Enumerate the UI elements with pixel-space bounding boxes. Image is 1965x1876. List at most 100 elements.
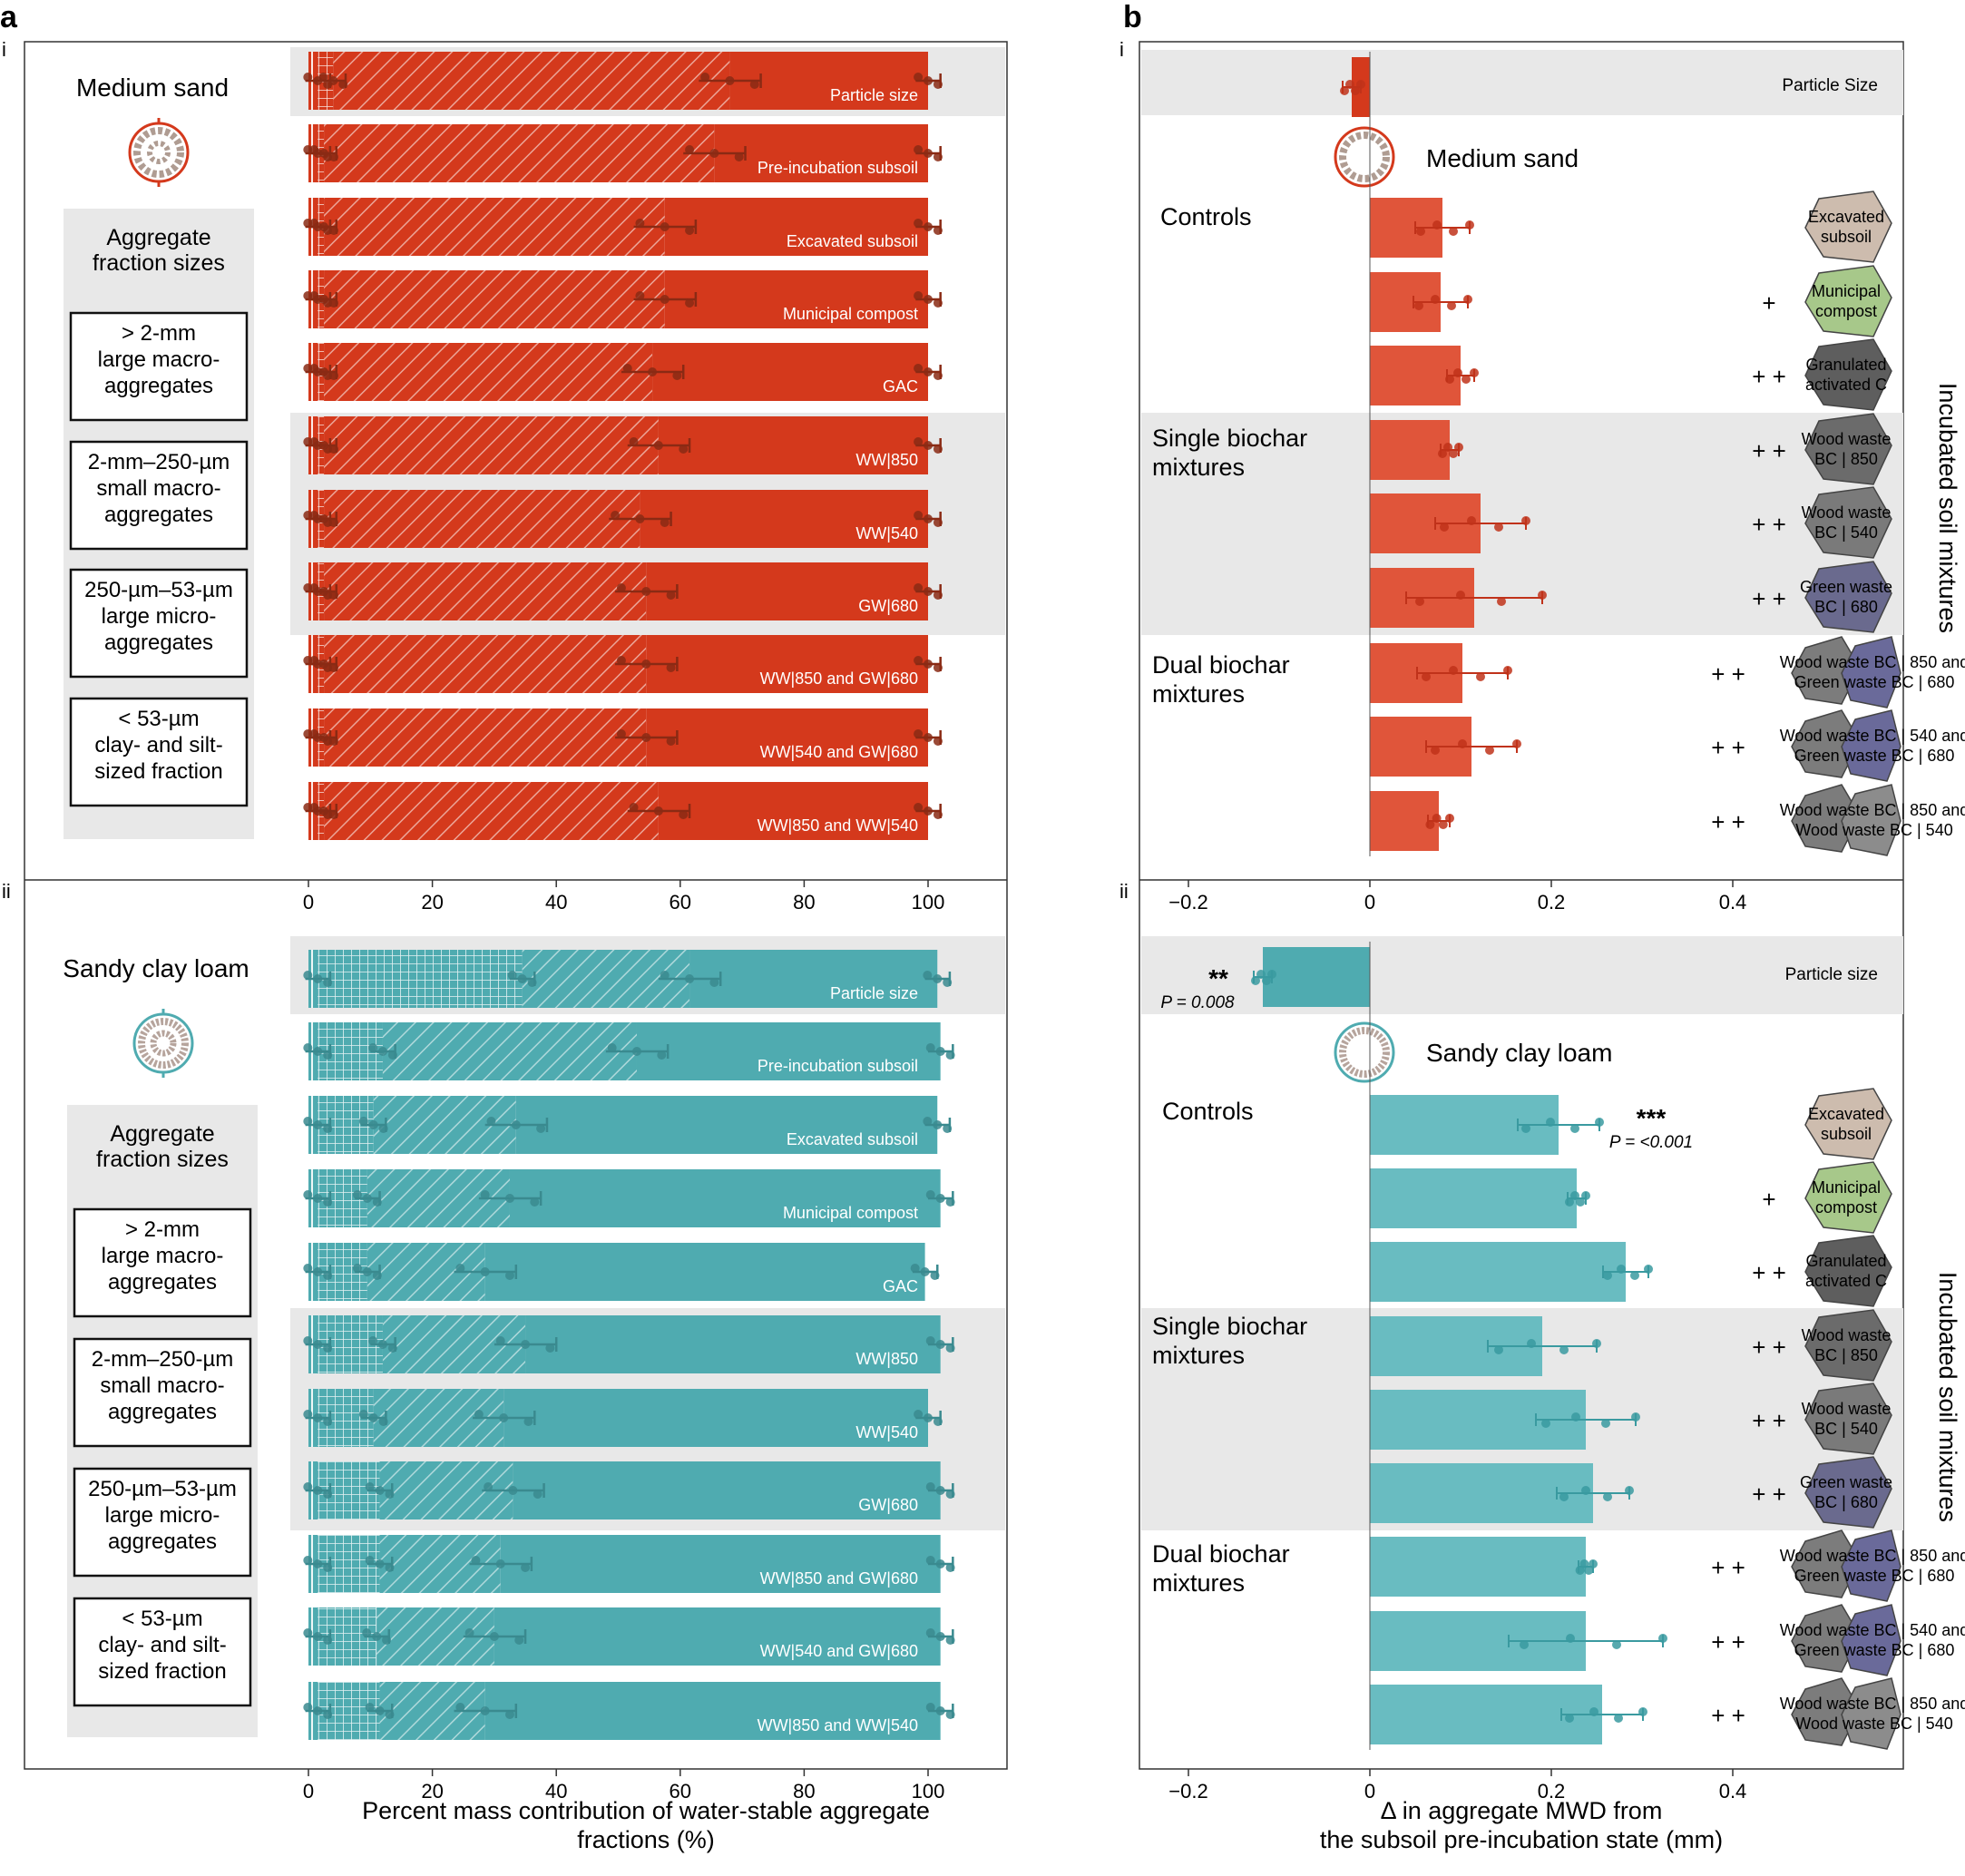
data-point bbox=[1438, 820, 1448, 829]
data-point bbox=[923, 1117, 933, 1126]
panel-a-frame bbox=[24, 41, 1008, 1770]
data-point bbox=[1630, 1271, 1639, 1280]
data-point bbox=[1449, 666, 1458, 675]
tick-label: −0.2 bbox=[1168, 891, 1207, 914]
x-axis-label-a: Percent mass contribution of water-stabl… bbox=[362, 1797, 930, 1853]
data-point bbox=[530, 1197, 540, 1207]
b-bar-1 bbox=[1370, 1095, 1604, 1155]
amendment-label: Wood waste BC | 850 and Green waste BC | … bbox=[1780, 653, 1965, 691]
data-point bbox=[319, 806, 329, 816]
biochar-icon bbox=[1791, 636, 1861, 705]
data-point bbox=[368, 1413, 378, 1422]
plus-mark: + + bbox=[1752, 1334, 1786, 1361]
amendment-0-1: Municipal compost + bbox=[1762, 265, 1892, 337]
amendment-1-3: Wood waste BC | 850 + + bbox=[1752, 1309, 1892, 1382]
b-bar-4 bbox=[1370, 420, 1463, 480]
amendment-icon bbox=[1804, 1383, 1892, 1455]
group-dual-b-ii: Dual biochar mixtures bbox=[1152, 1540, 1290, 1597]
bar-segment bbox=[658, 416, 928, 474]
biochar-icon bbox=[1791, 1677, 1861, 1746]
amendment-label: Wood waste BC | 850 and Wood waste BC | 5… bbox=[1780, 801, 1965, 839]
data-point bbox=[313, 1267, 323, 1276]
data-point bbox=[1631, 1412, 1640, 1422]
bar-segment-pattern bbox=[324, 343, 653, 401]
data-point bbox=[925, 1190, 935, 1199]
amendment-label: Granulated activated C bbox=[1805, 356, 1887, 394]
data-point bbox=[914, 437, 924, 446]
data-point bbox=[365, 1556, 375, 1565]
biochar-icon bbox=[1841, 636, 1901, 708]
data-point bbox=[925, 1482, 935, 1491]
bar-row-7: GW|680 bbox=[303, 1461, 955, 1519]
tick-label: 0 bbox=[1364, 891, 1375, 914]
bar-segment-pattern bbox=[324, 270, 665, 328]
plus-mark: + + bbox=[1711, 660, 1745, 688]
loam-icon-b bbox=[1334, 1021, 1395, 1083]
data-point bbox=[1345, 80, 1354, 89]
data-point bbox=[648, 367, 658, 376]
amendment-icon bbox=[1804, 413, 1892, 485]
bar-segment-pattern bbox=[324, 416, 659, 474]
data-point bbox=[709, 978, 719, 987]
data-point bbox=[924, 1413, 933, 1422]
data-point bbox=[1589, 1707, 1598, 1716]
data-point bbox=[616, 729, 626, 738]
bar-segment bbox=[664, 198, 928, 256]
bar-segment bbox=[484, 1243, 925, 1301]
panel-label-a-i: i bbox=[2, 38, 6, 61]
legend-item-large-macro-a-i: > 2-mm large macro-aggregates bbox=[98, 321, 220, 398]
soil-title-sand-a: Medium sand bbox=[76, 73, 229, 102]
data-point bbox=[935, 1632, 945, 1641]
data-point bbox=[924, 367, 933, 376]
bar-segment-pattern bbox=[318, 950, 523, 1008]
biochar-icon bbox=[1841, 1529, 1901, 1602]
bar-label: Pre-incubation subsoil bbox=[758, 1057, 918, 1075]
biochar-icon bbox=[1791, 784, 1861, 853]
data-point bbox=[375, 1706, 385, 1715]
data-point bbox=[933, 371, 943, 380]
data-point bbox=[1453, 368, 1462, 377]
data-point bbox=[385, 1710, 395, 1719]
data-point bbox=[1581, 1191, 1590, 1200]
data-point bbox=[533, 1490, 543, 1499]
plus-mark: + + bbox=[1711, 1554, 1745, 1581]
data-point bbox=[309, 583, 319, 592]
bar-row-8: WW|850 and GW|680 bbox=[303, 1535, 955, 1593]
bar-row-5: WW|850 bbox=[303, 1315, 955, 1373]
bar-segment bbox=[484, 1682, 941, 1740]
group-controls-b-i: Controls bbox=[1160, 203, 1252, 230]
data-point bbox=[329, 663, 339, 672]
data-point bbox=[945, 1563, 955, 1572]
plus-mark: + + bbox=[1752, 1259, 1786, 1286]
data-point bbox=[1570, 1124, 1579, 1133]
data-point bbox=[372, 1632, 382, 1641]
amendment-0-8: Wood waste BC | 850 and Wood waste BC | 5… bbox=[1711, 784, 1965, 856]
bar-segment bbox=[664, 270, 928, 328]
data-point bbox=[309, 803, 319, 812]
legend-item-clay-silt-a-ii: < 53-µm clay- and silt-sized fraction bbox=[98, 1607, 226, 1684]
data-point bbox=[914, 729, 924, 738]
data-point bbox=[484, 1482, 494, 1491]
data-point bbox=[313, 1486, 323, 1495]
bar bbox=[1370, 420, 1450, 480]
data-point bbox=[309, 729, 319, 738]
b-bar-5 bbox=[1370, 1390, 1640, 1450]
data-point bbox=[685, 974, 695, 983]
data-point bbox=[925, 1043, 935, 1052]
data-point bbox=[641, 587, 651, 596]
data-point bbox=[910, 1264, 920, 1273]
bar-segment bbox=[636, 1022, 941, 1080]
bar-row-9: WW|540 and GW|680 bbox=[303, 1607, 955, 1666]
data-point bbox=[319, 660, 329, 669]
b-bar-8 bbox=[1370, 1611, 1667, 1671]
data-point bbox=[323, 1197, 333, 1207]
data-point bbox=[495, 1336, 505, 1345]
data-point bbox=[385, 1490, 395, 1499]
data-point bbox=[319, 441, 329, 450]
bar-label: WW|540 bbox=[855, 524, 918, 542]
data-point bbox=[1644, 1265, 1653, 1274]
data-point bbox=[914, 583, 924, 592]
data-point bbox=[1541, 1419, 1550, 1428]
data-point bbox=[368, 1043, 378, 1052]
p-excav-b-ii: P = <0.001 bbox=[1609, 1133, 1693, 1152]
